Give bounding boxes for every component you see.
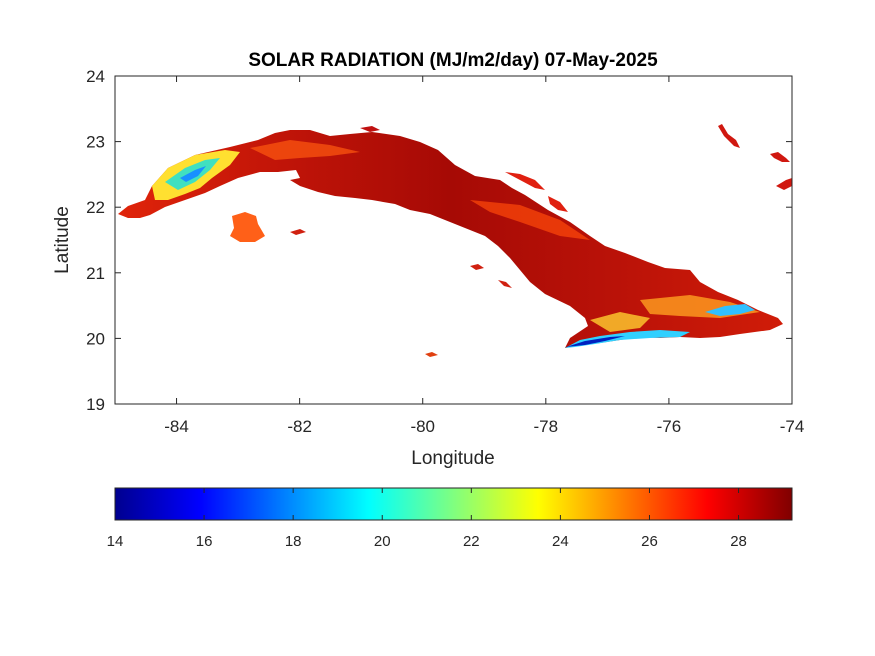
y-tick-label: 21 [86,264,105,283]
x-tick-label: -82 [287,417,312,436]
x-tick-label: -78 [534,417,559,436]
high-variation-streak [590,312,650,332]
x-tick-label: -84 [164,417,189,436]
colorbar-tick-label: 24 [552,533,569,550]
colorbar-tick-label: 16 [196,533,213,550]
cays-south [498,280,512,288]
y-tick-label: 20 [86,329,105,348]
x-axis: -84 -82 -80 -78 -76 -74 [164,76,804,436]
x-axis-label: Longitude [411,448,494,469]
low-area-southeast [565,330,690,348]
y-axis: 19 20 21 22 23 24 [86,67,792,414]
y-tick-label: 24 [86,67,105,86]
cuba-mainland [118,130,783,348]
x-tick-label: -80 [410,417,435,436]
cays-south [425,352,438,357]
islands-east [770,152,790,162]
islands-east [718,124,740,148]
colorbar [114,487,793,521]
x-tick-label: -76 [657,417,682,436]
x-tick-label: -74 [780,417,805,436]
y-tick-label: 19 [86,395,105,414]
high-variation-streak [470,200,590,240]
colorbar-tick-label: 26 [641,533,658,550]
islands-east [776,178,792,190]
cays-south [290,229,306,235]
cays-north [505,172,545,190]
colorbar-tick-label: 14 [107,533,124,550]
colorbar-tick-label: 20 [374,533,391,550]
cays-south [470,264,484,270]
colorbar-tick-label: 28 [730,533,747,550]
colorbar-tick-label: 22 [463,533,480,550]
y-tick-label: 22 [86,198,105,217]
map-axes [115,76,792,404]
axes-box [114,75,793,405]
high-variation-streak [250,140,360,160]
isla-de-la-juventud [230,212,265,242]
cays-north [548,196,568,212]
low-area-east [705,304,755,316]
low-area-west-min [180,166,206,182]
map-data [118,124,792,357]
cays-north [360,126,380,132]
colorbar-tick-label: 18 [285,533,302,550]
y-axis-label: Latitude [52,206,73,274]
low-area-southeast-min [566,336,625,347]
chart-title: SOLAR RADIATION (MJ/m2/day) 07-May-2025 [248,50,658,71]
colorbar-ticks: 14 16 18 20 22 24 26 28 [107,488,747,550]
y-tick-label: 23 [86,133,105,152]
